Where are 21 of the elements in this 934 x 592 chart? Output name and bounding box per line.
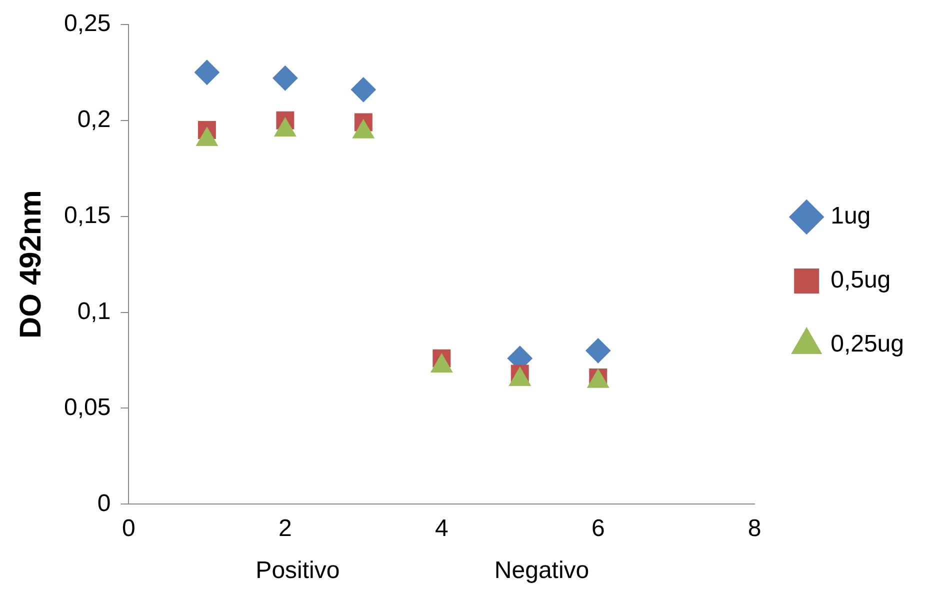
x-tick-label: 0 (122, 515, 136, 542)
y-tick-label: 0 (97, 490, 111, 517)
x-tick-label: 8 (748, 515, 762, 542)
legend-label: 0,25ug (830, 330, 904, 358)
point (586, 338, 611, 364)
x-tick-label: 4 (434, 515, 448, 542)
x-tick-label: 2 (278, 515, 292, 542)
text: Negativo (494, 556, 590, 584)
legend-label: 1ug (830, 202, 871, 230)
y-tick-label: 0,15 (64, 202, 111, 229)
point (350, 77, 376, 102)
y-tick-label: 0,1 (77, 298, 111, 325)
point (194, 60, 220, 85)
point (272, 66, 298, 91)
y-tick-label: 0,05 (64, 394, 111, 421)
y-tick-label: 0,25 (64, 10, 111, 38)
y-axis-title: DO 492nm (14, 190, 48, 338)
x-tick-label: 6 (591, 515, 605, 542)
text: Positivo (256, 556, 340, 584)
legend-label: 0,5ug (830, 266, 891, 294)
y-tick-label: 0,2 (77, 106, 111, 133)
